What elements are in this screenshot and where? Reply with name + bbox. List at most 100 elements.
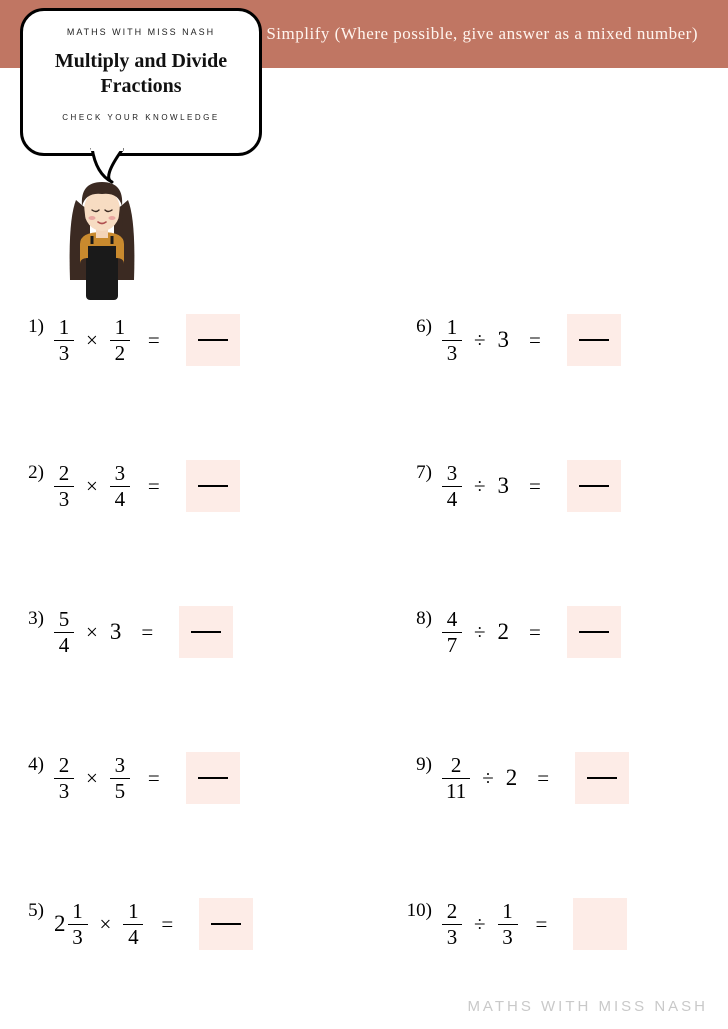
answer-box[interactable] <box>186 314 240 366</box>
numerator: 1 <box>111 317 130 338</box>
problem-number: 1) <box>18 316 48 338</box>
operator: × <box>86 620 98 645</box>
equals-sign: = <box>529 620 541 645</box>
operator: ÷ <box>474 912 486 937</box>
denominator: 11 <box>442 781 470 802</box>
problem-number: 5) <box>18 900 48 922</box>
fraction-term: 14 <box>123 901 143 948</box>
equals-sign: = <box>529 474 541 499</box>
equals-sign: = <box>148 328 160 353</box>
expression: 211 ÷ 2 = <box>442 752 629 804</box>
operator: × <box>100 912 112 937</box>
worksheet-subtitle: CHECK YOUR KNOWLEDGE <box>35 113 247 122</box>
denominator: 4 <box>55 635 74 656</box>
numerator: 1 <box>498 901 517 922</box>
fraction-term: 13 <box>498 901 518 948</box>
denominator: 3 <box>498 927 517 948</box>
numerator: 1 <box>443 317 462 338</box>
equals-sign: = <box>148 766 160 791</box>
expression: 13 × 12 = <box>54 314 240 366</box>
operator: ÷ <box>474 620 486 645</box>
problem-row: 9) 211 ÷ 2 = <box>364 748 710 808</box>
answer-blank-line <box>198 339 228 341</box>
numerator: 3 <box>111 463 130 484</box>
operator: × <box>86 474 98 499</box>
problem-number: 9) <box>406 754 436 776</box>
fraction-term: 13 <box>54 317 74 364</box>
answer-box[interactable] <box>186 752 240 804</box>
fraction-part: 13 <box>68 901 88 948</box>
answer-blank-line <box>211 923 241 925</box>
answer-blank-line <box>587 777 617 779</box>
problem-row: 7)34÷3= <box>364 456 710 516</box>
numerator: 3 <box>111 755 130 776</box>
integer-term: 2 <box>498 619 510 645</box>
integer-term: 3 <box>110 619 122 645</box>
numerator: 1 <box>68 901 87 922</box>
equals-sign: = <box>537 766 549 791</box>
equals-sign: = <box>148 474 160 499</box>
fraction-term: 35 <box>110 755 130 802</box>
problem-row: 8)47÷2= <box>364 602 710 662</box>
title-line-1: Multiply and Divide <box>55 50 227 72</box>
answer-blank-line <box>191 631 221 633</box>
mixed-number-term: 213 <box>54 901 88 948</box>
denominator: 4 <box>124 927 143 948</box>
answer-blank-line <box>579 485 609 487</box>
answer-blank-line <box>579 339 609 341</box>
answer-box[interactable] <box>179 606 233 658</box>
answer-box[interactable] <box>575 752 629 804</box>
worksheet-title: Multiply and Divide Fractions <box>35 49 247 99</box>
expression: 47 ÷ 2 = <box>442 606 621 658</box>
problem-number: 10) <box>406 900 436 922</box>
title-line-2: Fractions <box>100 75 181 97</box>
problem-row: 5)213×14= <box>18 894 364 954</box>
denominator: 4 <box>111 489 130 510</box>
answer-box[interactable] <box>567 314 621 366</box>
fraction-term: 12 <box>110 317 130 364</box>
problem-number: 7) <box>406 462 436 484</box>
expression: 23×35= <box>54 752 240 804</box>
answer-box[interactable] <box>199 898 253 950</box>
denominator: 3 <box>55 781 74 802</box>
numerator: 2 <box>55 463 74 484</box>
equals-sign: = <box>536 912 548 937</box>
fraction-term: 13 <box>442 317 462 364</box>
answer-box[interactable] <box>186 460 240 512</box>
denominator: 4 <box>443 489 462 510</box>
problem-row: 4)23×35= <box>18 748 364 808</box>
speech-bubble-tail <box>88 148 128 188</box>
operator: × <box>86 328 98 353</box>
operator: ÷ <box>482 766 494 791</box>
fraction-term: 23 <box>54 463 74 510</box>
operator: × <box>86 766 98 791</box>
integer-term: 3 <box>498 473 510 499</box>
numerator: 1 <box>124 901 143 922</box>
expression: 2 3 ÷ 13 = <box>442 898 627 950</box>
speech-bubble: MATHS WITH MISS NASH Multiply and Divide… <box>20 8 262 156</box>
numerator: 2 <box>443 901 462 922</box>
header-instruction: Simplify (Where possible, give answer as… <box>266 24 698 44</box>
teacher-illustration <box>56 172 148 300</box>
numerator: 5 <box>55 609 74 630</box>
expression: 213×14= <box>54 898 253 950</box>
operator: ÷ <box>474 328 486 353</box>
denominator: 3 <box>68 927 87 948</box>
equals-sign: = <box>141 620 153 645</box>
problem-row: 2)23×34= <box>18 456 364 516</box>
answer-blank-line <box>198 777 228 779</box>
answer-blank-line <box>579 631 609 633</box>
denominator: 5 <box>111 781 130 802</box>
denominator: 3 <box>55 489 74 510</box>
integer-term: 2 <box>506 765 518 791</box>
answer-box[interactable] <box>567 606 621 658</box>
problem-number: 4) <box>18 754 48 776</box>
fraction-term: 34 <box>110 463 130 510</box>
problem-row: 6)13÷3= <box>364 310 710 370</box>
answer-box[interactable] <box>573 898 627 950</box>
expression: 13÷3= <box>442 314 621 366</box>
fraction-term: 47 <box>442 609 462 656</box>
expression: 34÷3= <box>442 460 621 512</box>
fraction-term: 211 <box>442 755 470 802</box>
answer-box[interactable] <box>567 460 621 512</box>
